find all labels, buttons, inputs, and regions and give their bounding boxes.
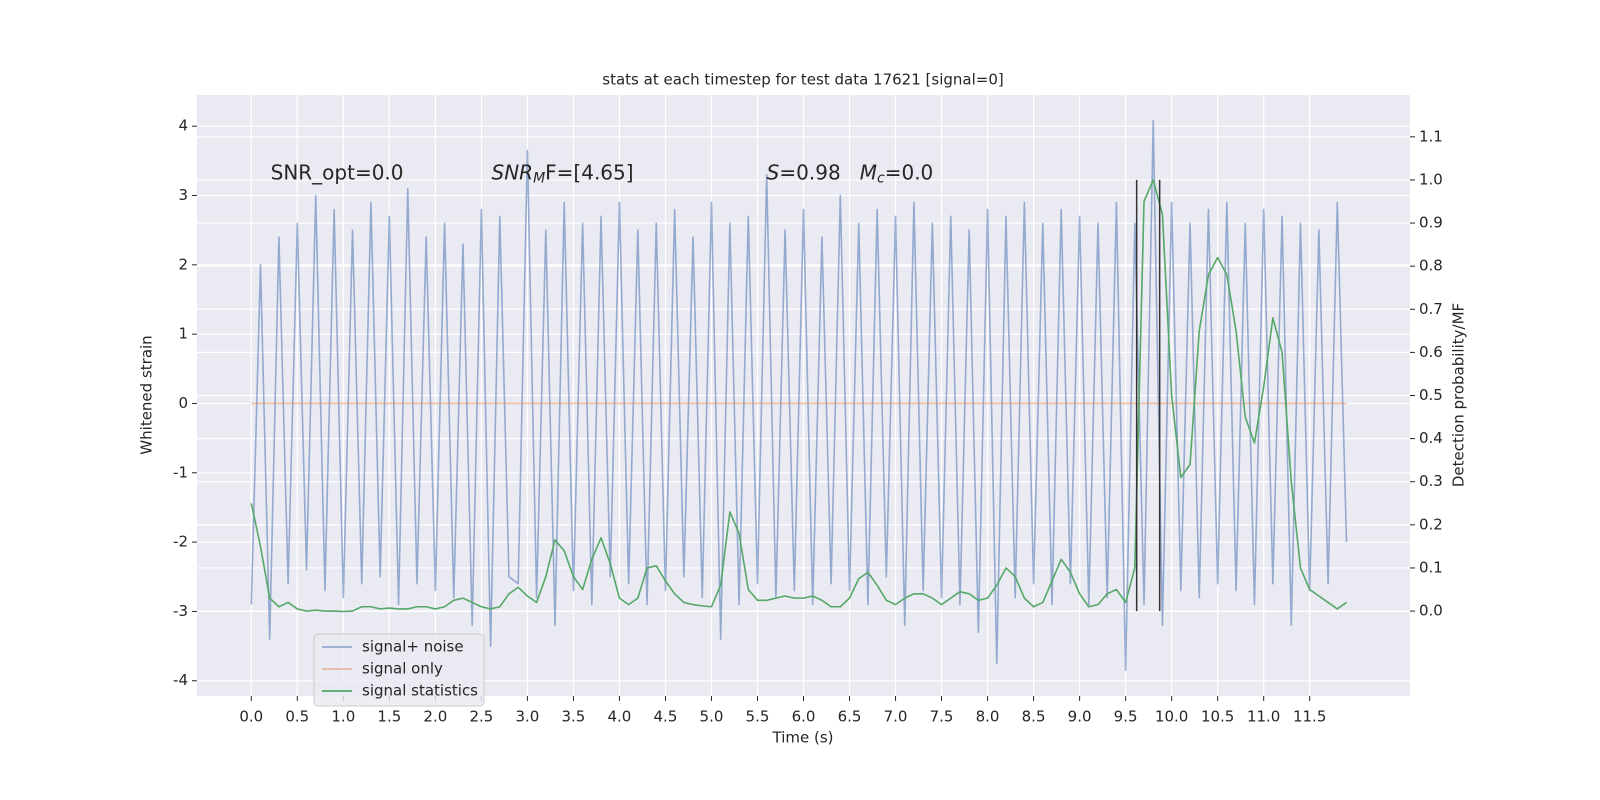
x-tick-label: 5.5	[746, 708, 770, 726]
x-tick-label: 7.5	[930, 708, 954, 726]
legend-label: signal only	[362, 660, 443, 678]
x-tick-label: 4.0	[608, 708, 632, 726]
y-tick-label: 3	[178, 186, 188, 204]
x-tick-label: 8.5	[1022, 708, 1046, 726]
annotation-part: SNR_opt=0.0	[271, 160, 404, 184]
y-tick-label: 1	[178, 325, 188, 343]
y2-axis-label: Detection probability/MF	[1450, 303, 1468, 487]
y2-tick-label: 0.2	[1419, 515, 1443, 533]
annotation-part: c	[877, 170, 885, 186]
x-tick-label: 11.0	[1247, 708, 1280, 726]
legend-label: signal statistics	[362, 682, 478, 700]
y-tick-label: 0	[178, 394, 188, 412]
x-tick-label: 11.5	[1293, 708, 1326, 726]
x-tick-label: 3.5	[561, 708, 585, 726]
x-tick-label: 6.5	[838, 708, 862, 726]
x-tick-label: 4.5	[654, 708, 678, 726]
y2-tick-label: 0.5	[1419, 386, 1443, 404]
annotation-part: S	[767, 160, 780, 184]
y-tick-label: -4	[173, 671, 188, 689]
x-tick-label: 2.5	[469, 708, 493, 726]
annotation: S=0.98 Mc=0.0	[767, 160, 934, 187]
legend-box	[313, 633, 485, 707]
y2-tick-label: 0.1	[1419, 558, 1443, 576]
y2-tick-label: 0.4	[1419, 429, 1443, 447]
y-axis-label: Whitened strain	[138, 335, 156, 454]
annotation-part: =0.98	[779, 160, 859, 184]
y2-tick-label: 0.8	[1419, 257, 1443, 275]
y2-tick-label: 0.3	[1419, 472, 1443, 490]
x-axis-label: Time (s)	[772, 729, 834, 747]
x-tick-label: 10.0	[1155, 708, 1188, 726]
y-tick-label: 4	[178, 117, 188, 135]
y2-tick-label: 0.9	[1419, 214, 1443, 232]
x-tick-label: 2.0	[423, 708, 447, 726]
x-tick-label: 9.0	[1068, 708, 1092, 726]
y-tick-label: 2	[178, 255, 188, 273]
x-tick-label: 5.0	[700, 708, 724, 726]
legend-label: signal+ noise	[362, 638, 464, 656]
annotation-part: M	[860, 160, 877, 184]
x-tick-label: 9.5	[1114, 708, 1138, 726]
annotation: SNR_opt=0.0	[271, 160, 404, 184]
x-tick-label: 6.0	[792, 708, 816, 726]
annotation-part: F=[4.65]	[545, 160, 633, 184]
annotation-part: M	[533, 170, 545, 186]
x-tick-label: 1.5	[377, 708, 401, 726]
x-tick-label: 0.0	[239, 708, 263, 726]
y2-tick-label: 0.6	[1419, 343, 1443, 361]
series-line	[250, 179, 1347, 613]
y2-tick-label: 0.7	[1419, 300, 1443, 318]
y2-tick-label: 1.0	[1419, 170, 1443, 188]
y2-tick-label: 0.0	[1419, 602, 1443, 620]
y-tick-label: -2	[173, 533, 188, 551]
annotation: SNRMF=[4.65]	[492, 160, 634, 187]
annotation-part: =0.0	[885, 160, 934, 184]
x-tick-label: 10.5	[1201, 708, 1234, 726]
x-tick-label: 0.5	[285, 708, 309, 726]
y2-tick-label: 1.1	[1419, 127, 1443, 145]
x-tick-label: 1.0	[331, 708, 355, 726]
y-tick-label: -3	[173, 602, 188, 620]
series-line	[250, 119, 1348, 672]
x-tick-label: 8.0	[976, 708, 1000, 726]
x-tick-label: 3.0	[515, 708, 539, 726]
annotation-part: SNR	[492, 160, 534, 184]
x-tick-label: 7.0	[884, 708, 908, 726]
y-tick-label: -1	[173, 463, 188, 481]
chart-title: stats at each timestep for test data 176…	[602, 71, 1003, 89]
